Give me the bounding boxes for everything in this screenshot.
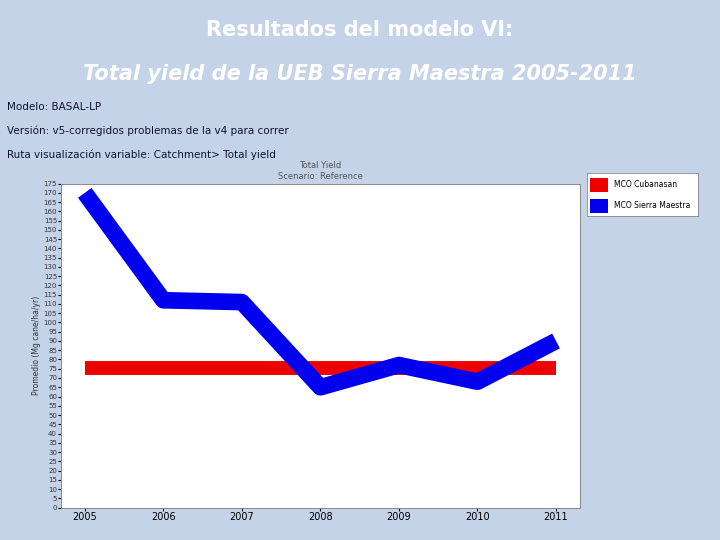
Text: MCO Sierra Maestra: MCO Sierra Maestra — [613, 201, 690, 210]
Title: Total Yield
Scenario: Reference: Total Yield Scenario: Reference — [278, 161, 363, 181]
Text: Versión: v5-corregidos problemas de la v4 para correr: Versión: v5-corregidos problemas de la v… — [7, 126, 289, 136]
Text: MCO Cubanasan: MCO Cubanasan — [613, 180, 677, 190]
Text: Ruta visualización variable: Catchment> Total yield: Ruta visualización variable: Catchment> … — [7, 150, 276, 160]
Y-axis label: Promedio (Mg cane/ha/yr): Promedio (Mg cane/ha/yr) — [32, 296, 41, 395]
Text: Modelo: BASAL-LP: Modelo: BASAL-LP — [7, 102, 102, 112]
Text: Total yield de la UEB Sierra Maestra 2005-2011: Total yield de la UEB Sierra Maestra 200… — [84, 64, 636, 84]
Bar — [590, 178, 608, 192]
Text: Resultados del modelo VI:: Resultados del modelo VI: — [207, 20, 513, 40]
Bar — [590, 199, 608, 213]
